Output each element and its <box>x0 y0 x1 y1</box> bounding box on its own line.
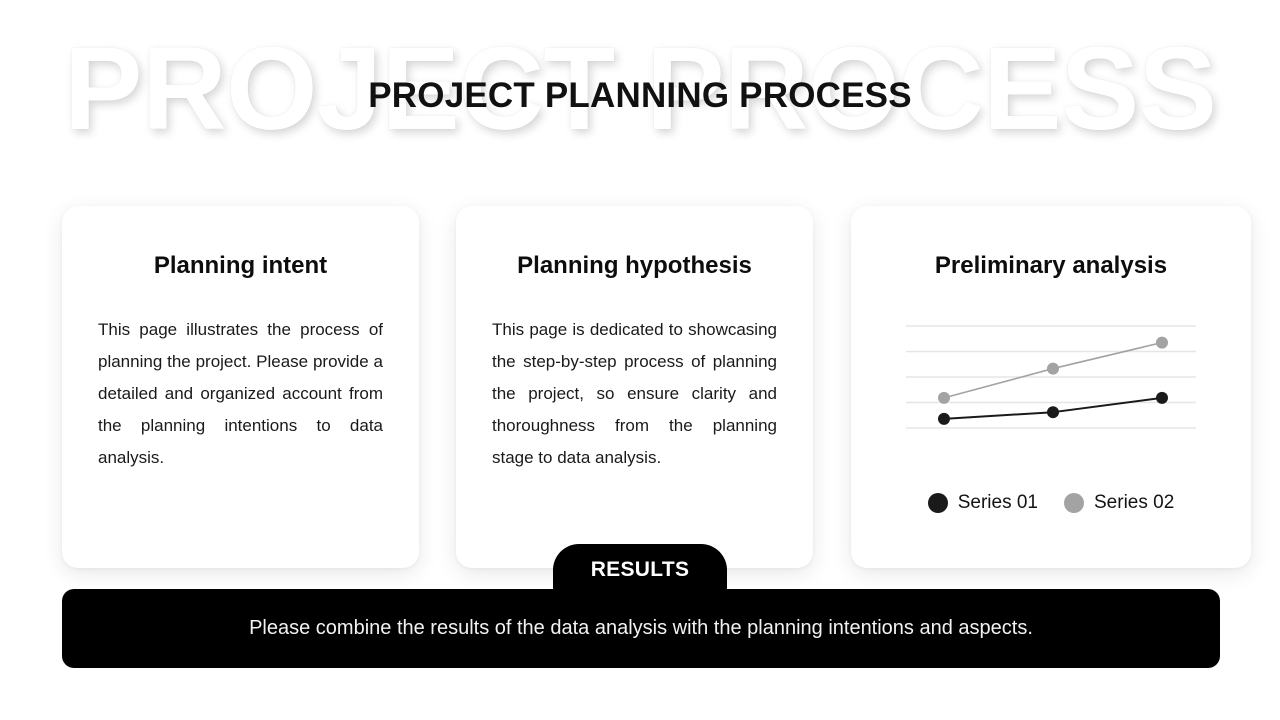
card-title: Planning hypothesis <box>517 252 752 279</box>
card-preliminary-analysis: Preliminary analysis Series 01 Series 02 <box>851 206 1251 568</box>
legend-dot-icon <box>1064 493 1084 513</box>
series-data-point <box>1047 362 1059 375</box>
card-body-text: This page is dedicated to showcasing the… <box>492 320 777 467</box>
series-data-point <box>1156 336 1168 349</box>
series-data-point <box>1047 406 1059 419</box>
series-data-point <box>938 412 950 425</box>
legend-label: Series 02 <box>1094 492 1175 513</box>
card-planning-hypothesis: Planning hypothesis This page is dedicat… <box>456 206 813 568</box>
results-banner-text: Please combine the results of the data a… <box>249 617 1033 639</box>
chart-series-group <box>938 336 1168 425</box>
chart-gridlines <box>906 325 1196 429</box>
legend-item-series-02: Series 02 <box>1064 492 1174 514</box>
legend-item-series-01: Series 01 <box>927 492 1038 514</box>
results-banner: Please combine the results of the data a… <box>62 589 1220 668</box>
chart-legend: Series 01 Series 02 <box>851 492 1251 514</box>
series-data-point <box>1156 391 1168 404</box>
series-data-point <box>938 391 950 404</box>
line-chart <box>851 312 1251 442</box>
card-planning-intent: Planning intent This page illustrates th… <box>62 206 419 568</box>
card-title: Preliminary analysis <box>934 252 1168 279</box>
card-body-text: This page illustrates the process of pla… <box>98 320 383 467</box>
results-tab-label: RESULTS <box>590 558 690 581</box>
results-tab[interactable]: RESULTS <box>553 544 727 600</box>
chart-canvas <box>906 325 1196 429</box>
card-title: Planning intent <box>153 252 328 279</box>
legend-dot-icon <box>927 493 948 513</box>
page-title: PROJECT PLANNING PROCESS <box>368 76 912 115</box>
legend-label: Series 01 <box>957 492 1038 513</box>
